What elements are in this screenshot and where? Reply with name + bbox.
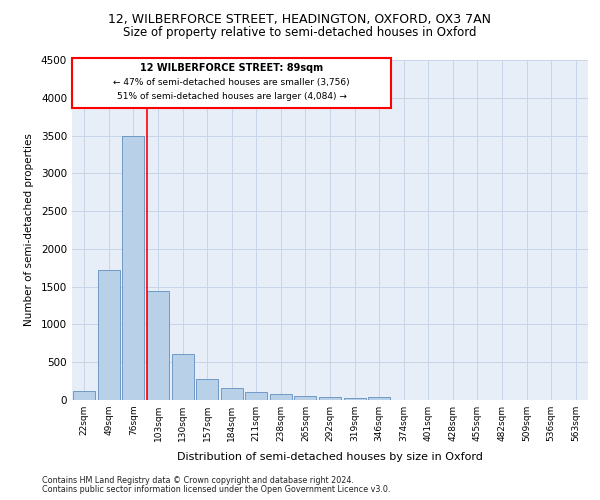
Bar [221, 388, 243, 400]
Bar [98, 270, 120, 400]
Text: 12 WILBERFORCE STREET: 89sqm: 12 WILBERFORCE STREET: 89sqm [140, 64, 323, 74]
Bar [122, 136, 145, 400]
Bar [196, 379, 218, 400]
Bar [73, 391, 95, 400]
Text: Contains HM Land Registry data © Crown copyright and database right 2024.: Contains HM Land Registry data © Crown c… [42, 476, 354, 485]
Bar [368, 397, 390, 400]
Bar [72, 58, 391, 108]
Bar [319, 396, 341, 400]
Bar [147, 291, 169, 400]
Bar [245, 392, 268, 400]
Bar [270, 394, 292, 400]
Text: 12, WILBERFORCE STREET, HEADINGTON, OXFORD, OX3 7AN: 12, WILBERFORCE STREET, HEADINGTON, OXFO… [109, 12, 491, 26]
Text: Contains public sector information licensed under the Open Government Licence v3: Contains public sector information licen… [42, 485, 391, 494]
Bar [344, 398, 365, 400]
X-axis label: Distribution of semi-detached houses by size in Oxford: Distribution of semi-detached houses by … [177, 452, 483, 462]
Text: 51% of semi-detached houses are larger (4,084) →: 51% of semi-detached houses are larger (… [117, 92, 347, 102]
Y-axis label: Number of semi-detached properties: Number of semi-detached properties [24, 134, 34, 326]
Text: Size of property relative to semi-detached houses in Oxford: Size of property relative to semi-detach… [123, 26, 477, 39]
Bar [172, 354, 194, 400]
Bar [295, 396, 316, 400]
Text: ← 47% of semi-detached houses are smaller (3,756): ← 47% of semi-detached houses are smalle… [113, 78, 350, 86]
